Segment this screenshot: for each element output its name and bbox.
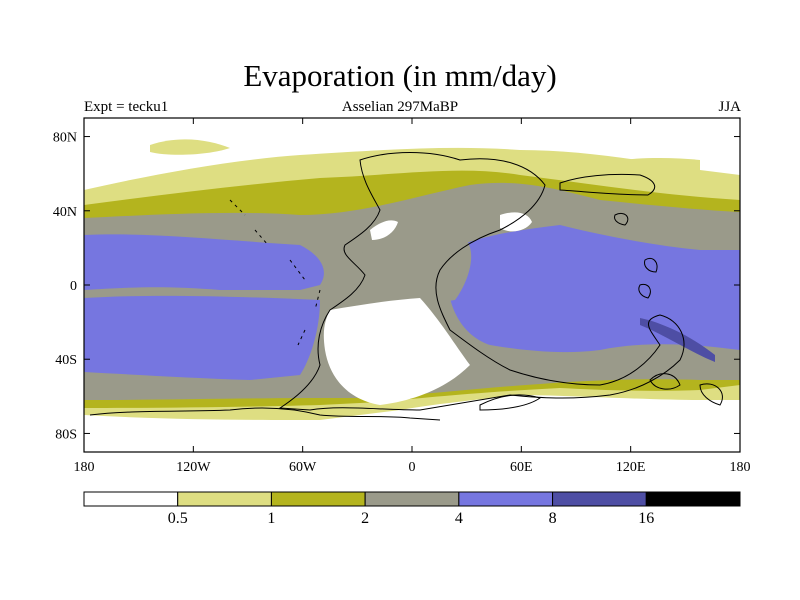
colorbar-swatch <box>83 491 179 507</box>
southern-ice-land <box>323 298 470 405</box>
colorbar-level-label: 8 <box>549 510 557 527</box>
colorbar-swatch <box>645 491 741 507</box>
colorbar-level-label: 1 <box>267 510 275 527</box>
y-tick-label: 80S <box>55 427 77 442</box>
northern-dry-land <box>370 220 398 240</box>
colorbar-swatch <box>177 491 272 507</box>
field-layer <box>84 118 740 452</box>
x-tick-label: 120E <box>616 460 646 475</box>
colorbar-level-label: 16 <box>638 510 654 527</box>
x-tick-label: 0 <box>409 460 416 475</box>
map-title: Evaporation (in mm/day) <box>243 58 557 93</box>
colorbar-swatch <box>552 491 647 507</box>
eastern-dry-land <box>500 212 532 232</box>
experiment-label: Expt = tecku1 <box>84 99 169 115</box>
y-tick-label: 40S <box>55 353 77 368</box>
x-tick-label: 180 <box>74 460 95 475</box>
colorbar: 0.5 1 2 4 8 16 <box>83 491 741 527</box>
coastline-pangaea <box>278 152 685 411</box>
colorbar-level-label: 2 <box>361 510 369 527</box>
y-tick-label: 80N <box>53 131 77 146</box>
colorbar-swatch <box>364 491 460 507</box>
continent-interior <box>349 233 472 303</box>
band-4-8 <box>84 234 324 290</box>
x-tick-label: 120W <box>176 460 211 475</box>
y-tick-label: 0 <box>70 279 77 294</box>
axis-ticks: 180 120W 60W 0 60E 120E 180 80N 40N 0 40S 80S <box>53 118 751 475</box>
y-tick-label: 40N <box>53 205 77 220</box>
coastlines <box>89 152 723 421</box>
coastline-southeast <box>649 373 723 406</box>
band-0.5-1-arctic <box>150 139 230 155</box>
season-label: JJA <box>718 99 741 115</box>
band-4-8-east <box>447 225 740 353</box>
x-tick-label: 180 <box>730 460 751 475</box>
coastline-east-islands <box>614 212 658 299</box>
colorbar-swatch <box>270 491 366 507</box>
coastline-south <box>89 394 542 421</box>
x-tick-label: 60W <box>289 460 317 475</box>
colorbar-level-label: 0.5 <box>168 510 188 527</box>
coastline-north <box>559 173 656 196</box>
colorbar-swatch <box>458 491 554 507</box>
band-8-16 <box>640 318 715 362</box>
colorbar-level-label: 4 <box>455 510 463 527</box>
band-4-8-south <box>84 295 320 380</box>
x-tick-label: 60E <box>510 460 533 475</box>
period-label: Asselian 297MaBP <box>341 99 459 115</box>
coastline-dashes-west <box>229 199 321 346</box>
